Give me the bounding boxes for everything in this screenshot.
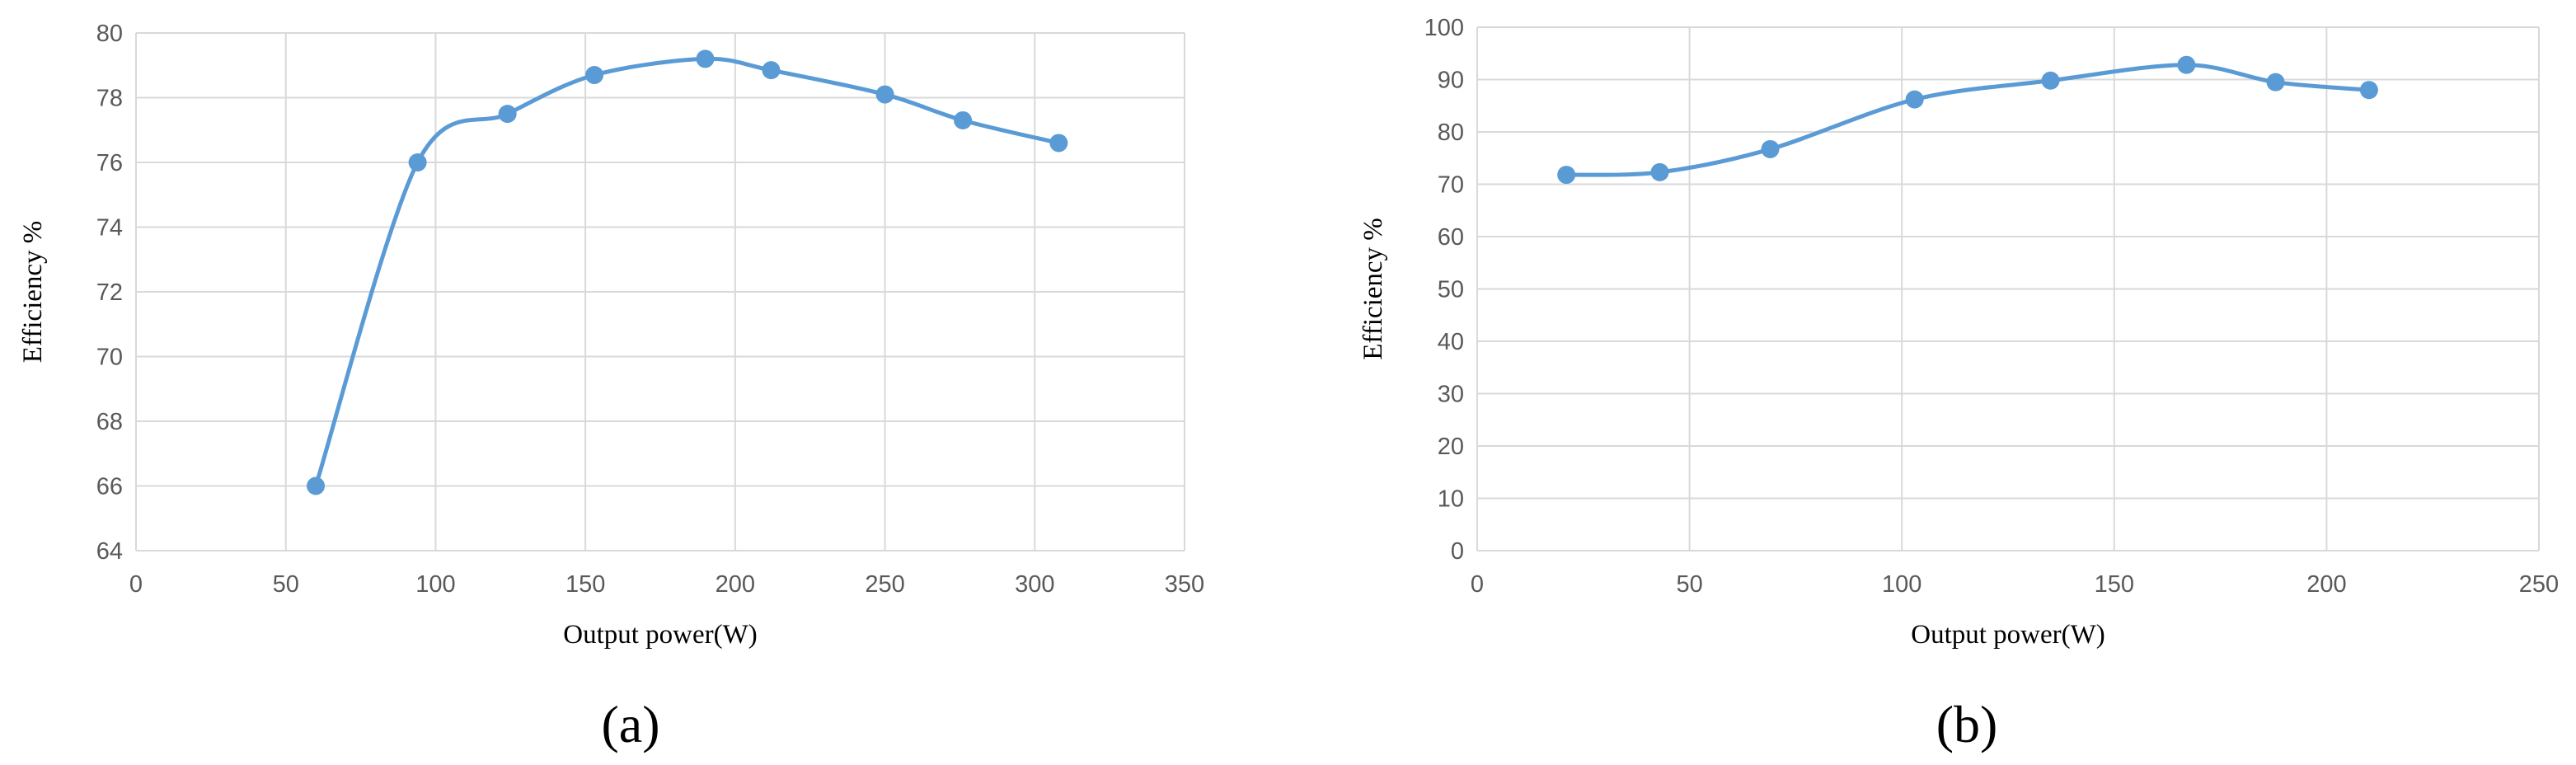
y-axis-title: Efficiency % bbox=[18, 221, 48, 364]
x-tick-label: 150 bbox=[2095, 571, 2134, 598]
x-tick-label: 350 bbox=[1165, 571, 1204, 598]
x-tick-label: 300 bbox=[1015, 571, 1054, 598]
x-axis-title: Output power(W) bbox=[1911, 620, 2105, 650]
data-point bbox=[2177, 55, 2196, 74]
data-point bbox=[1557, 166, 1576, 185]
x-tick-label: 150 bbox=[565, 571, 605, 598]
y-tick-label: 0 bbox=[1451, 538, 1464, 565]
chart-b: 0 10 20 30 40 50 60 70 80 90 100 0 50 100 150 200 250 Out… bbox=[1358, 15, 2559, 753]
x-tick-label: 250 bbox=[2519, 571, 2559, 598]
x-tick-label: 100 bbox=[415, 571, 455, 598]
data-point bbox=[498, 105, 517, 124]
y-tick-label: 80 bbox=[96, 21, 123, 47]
y-tick-label: 90 bbox=[1438, 68, 1464, 94]
data-point bbox=[1905, 90, 1924, 109]
y-tick-label: 100 bbox=[1424, 15, 1464, 41]
data-point bbox=[2359, 81, 2378, 100]
x-tick-label: 0 bbox=[129, 571, 143, 598]
data-point bbox=[2041, 71, 2060, 90]
x-tick-label: 100 bbox=[1882, 571, 1921, 598]
x-tick-label: 0 bbox=[1471, 571, 1484, 598]
panel-label: (a) bbox=[601, 695, 659, 753]
y-tick-label: 60 bbox=[1438, 224, 1464, 251]
panel-label: (b) bbox=[1936, 695, 1998, 753]
data-point bbox=[1049, 134, 1068, 153]
y-tick-label: 72 bbox=[96, 279, 123, 306]
data-point bbox=[307, 476, 326, 495]
y-tick-label: 80 bbox=[1438, 120, 1464, 146]
y-tick-label: 50 bbox=[1438, 277, 1464, 303]
data-point bbox=[585, 66, 604, 85]
data-point bbox=[408, 153, 427, 171]
x-tick-label: 200 bbox=[2306, 571, 2346, 598]
y-axis-title: Efficiency % bbox=[1358, 218, 1388, 360]
y-tick-label: 70 bbox=[96, 345, 123, 371]
x-axis-title: Output power(W) bbox=[563, 620, 758, 650]
y-tick-label: 64 bbox=[96, 538, 123, 565]
y-tick-label: 10 bbox=[1438, 486, 1464, 513]
data-point bbox=[954, 110, 973, 129]
y-tick-label: 66 bbox=[96, 474, 123, 500]
data-point bbox=[696, 49, 715, 68]
x-tick-label: 50 bbox=[273, 571, 299, 598]
data-point bbox=[875, 85, 894, 104]
data-point bbox=[762, 61, 781, 80]
x-tick-label: 50 bbox=[1676, 571, 1702, 598]
x-tick-label: 250 bbox=[865, 571, 904, 598]
series-line bbox=[313, 56, 1061, 488]
y-tick-label: 30 bbox=[1438, 382, 1464, 408]
y-tick-label: 76 bbox=[96, 150, 123, 176]
y-tick-label: 20 bbox=[1438, 434, 1464, 460]
y-tick-label: 70 bbox=[1438, 172, 1464, 199]
y-tick-label: 74 bbox=[96, 215, 123, 242]
series-line bbox=[1564, 63, 2372, 177]
data-point bbox=[1650, 162, 1669, 181]
chart-a: 64 66 68 70 72 74 76 78 80 0 50 100 150 200 250 300 350 O… bbox=[18, 21, 1204, 753]
y-tick-label: 40 bbox=[1438, 329, 1464, 355]
data-point bbox=[1761, 139, 1780, 158]
y-tick-label: 78 bbox=[96, 86, 123, 112]
x-tick-label: 200 bbox=[716, 571, 755, 598]
y-tick-label: 68 bbox=[96, 409, 123, 435]
data-point bbox=[2266, 73, 2285, 92]
